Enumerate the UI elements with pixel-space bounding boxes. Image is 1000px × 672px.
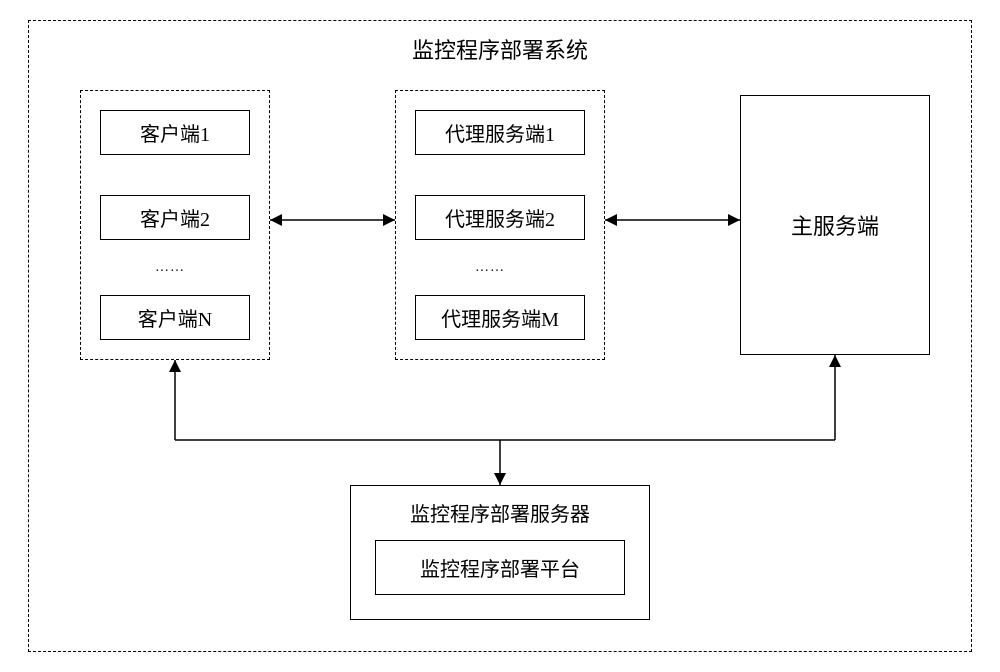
proxy-node: 代理服务端1 [415, 110, 585, 155]
diagram-canvas: 监控程序部署系统 客户端1 客户端2 客户端N …… 代理服务端1 代理服务端2… [0, 0, 1000, 672]
deploy-server-title: 监控程序部署服务器 [350, 498, 650, 527]
main-server-node: 主服务端 [740, 95, 930, 355]
deploy-platform-node: 监控程序部署平台 [375, 540, 625, 595]
client-node: 客户端2 [100, 195, 250, 240]
client-node: 客户端N [100, 295, 250, 340]
ellipsis: …… [155, 260, 185, 276]
proxy-node: 代理服务端2 [415, 195, 585, 240]
system-title: 监控程序部署系统 [350, 33, 650, 65]
client-node: 客户端1 [100, 110, 250, 155]
proxy-node: 代理服务端M [415, 295, 585, 340]
ellipsis: …… [475, 260, 505, 276]
